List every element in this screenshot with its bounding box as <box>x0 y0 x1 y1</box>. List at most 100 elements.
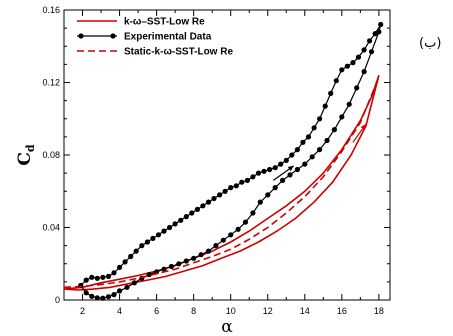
data-point <box>368 49 375 55</box>
data-point <box>111 292 117 298</box>
data-point <box>257 199 263 205</box>
data-point <box>105 294 112 300</box>
data-point <box>287 172 293 178</box>
data-point <box>111 270 117 276</box>
legend-marker <box>110 33 116 39</box>
data-point <box>100 274 106 280</box>
x-axis-label: α <box>221 317 233 336</box>
data-point <box>89 293 95 299</box>
data-point <box>324 137 330 144</box>
data-point <box>242 219 249 225</box>
data-point <box>94 275 100 281</box>
data-point <box>194 206 200 212</box>
data-point <box>372 30 378 37</box>
data-point <box>317 147 323 153</box>
data-point <box>294 147 300 153</box>
x-tick-label: 10 <box>226 306 236 316</box>
data-point <box>167 224 173 231</box>
data-point <box>83 290 89 296</box>
data-point <box>213 243 219 249</box>
data-point <box>205 199 212 205</box>
x-tick-label: 4 <box>117 306 122 316</box>
data-point <box>355 54 362 60</box>
data-point <box>176 261 182 267</box>
data-point <box>117 288 123 294</box>
data-point <box>309 154 315 160</box>
data-point <box>322 103 328 109</box>
data-point <box>133 248 139 254</box>
data-point <box>183 258 189 264</box>
x-tick-label: 2 <box>80 306 85 316</box>
data-point <box>250 174 256 180</box>
data-point <box>261 168 267 174</box>
direction-arrow-head <box>360 124 366 131</box>
data-point <box>89 274 95 280</box>
data-point <box>283 157 289 163</box>
series-line-0 <box>63 75 380 291</box>
data-point <box>131 280 137 286</box>
data-point <box>124 284 130 290</box>
direction-arrow-head <box>287 165 294 172</box>
data-point <box>228 232 234 238</box>
data-point <box>239 179 245 185</box>
legend-label-1: Experimental Data <box>124 32 212 43</box>
data-point <box>220 237 226 243</box>
data-point <box>339 114 345 120</box>
data-point <box>235 226 241 232</box>
data-point <box>117 264 123 270</box>
data-point <box>217 192 223 198</box>
data-point <box>267 166 273 173</box>
data-point <box>244 177 250 183</box>
data-point <box>300 139 306 145</box>
data-point <box>280 177 286 183</box>
data-point <box>139 243 145 249</box>
x-tick-label: 8 <box>191 306 196 316</box>
axis-ticks <box>63 9 390 301</box>
data-point <box>178 217 184 223</box>
data-point <box>289 152 295 158</box>
direction-arrows <box>272 123 367 181</box>
data-point <box>317 116 323 122</box>
data-point <box>272 185 278 191</box>
legend-label-0: k-ω–SST-Low Re <box>124 17 205 28</box>
data-point <box>205 248 212 254</box>
data-point <box>189 210 195 216</box>
data-point <box>331 127 337 133</box>
legend-label-2: Static-k-ω-SST-Low Re <box>124 47 233 58</box>
data-point <box>150 235 156 241</box>
data-point <box>255 170 262 176</box>
y-tick-label: 0.12 <box>42 78 60 88</box>
data-point <box>350 60 356 66</box>
data-point <box>183 214 189 220</box>
data-point <box>378 21 384 28</box>
data-point <box>94 295 100 301</box>
x-tick-label: 18 <box>374 306 384 316</box>
data-point <box>161 228 167 234</box>
data-point <box>354 85 360 91</box>
data-point <box>83 277 89 283</box>
data-point <box>302 161 308 167</box>
data-point <box>211 195 217 202</box>
data-point <box>172 221 178 227</box>
data-point <box>168 263 174 270</box>
data-point <box>144 239 150 245</box>
data-point <box>228 185 234 191</box>
series-layer <box>63 21 384 301</box>
y-tick-label: 0.08 <box>42 150 60 160</box>
data-point <box>155 232 162 238</box>
x-tick-label: 6 <box>154 306 159 316</box>
y-tick-label: 0.04 <box>42 223 60 233</box>
data-point <box>128 253 134 260</box>
data-point <box>339 67 345 73</box>
x-tick-label: 12 <box>263 306 273 316</box>
legend-marker <box>78 33 84 39</box>
data-point <box>361 47 367 53</box>
data-point <box>198 252 204 258</box>
data-point <box>146 272 152 278</box>
data-point <box>305 134 312 140</box>
data-point <box>361 69 367 75</box>
data-point <box>272 165 278 171</box>
data-point <box>105 273 112 279</box>
data-point <box>161 266 167 272</box>
data-point <box>294 166 300 173</box>
